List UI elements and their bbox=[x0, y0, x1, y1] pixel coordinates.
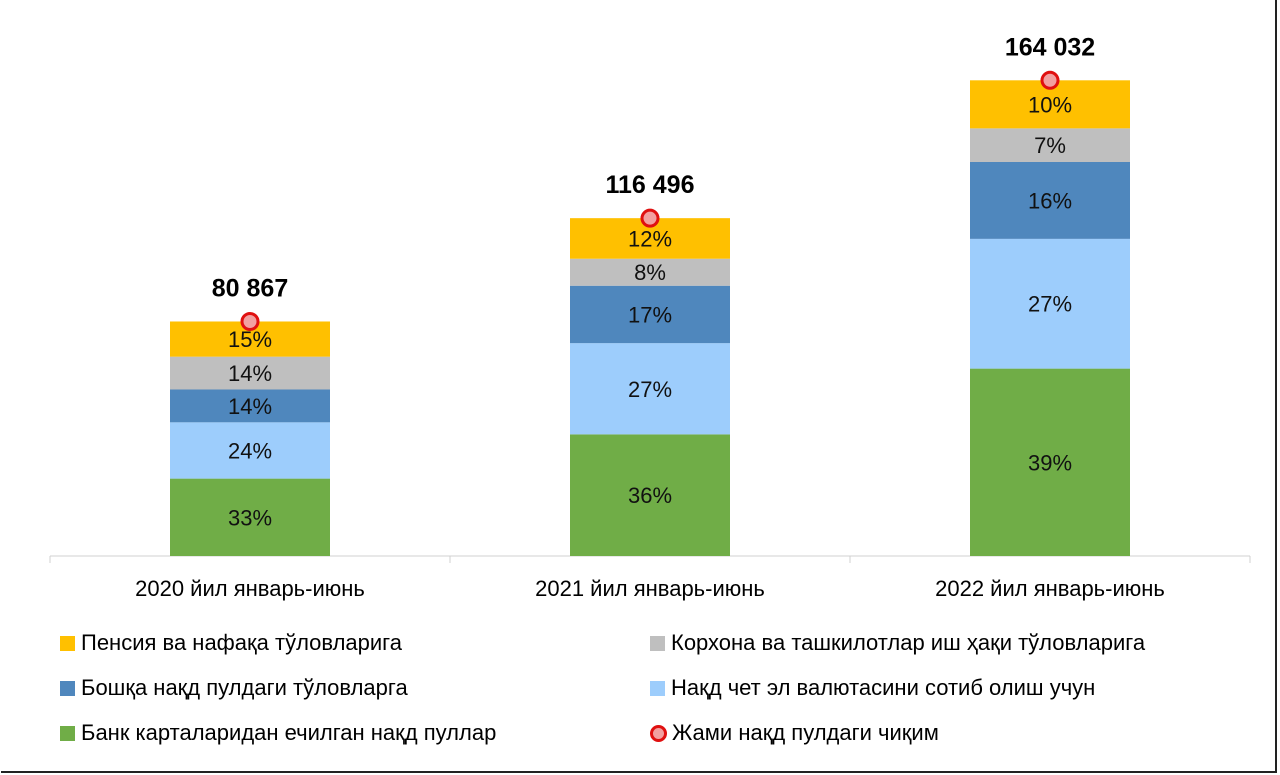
data-label-2-2: 16% bbox=[1028, 188, 1072, 213]
data-label-1-4: 12% bbox=[628, 226, 672, 251]
bar-segment-2-0 bbox=[970, 368, 1130, 556]
data-label-0-0: 33% bbox=[228, 505, 272, 530]
bar-segment-0-2 bbox=[170, 389, 330, 423]
legend-item-other-payments: Бошқа нақд пулдаги тўловларга bbox=[60, 675, 650, 701]
legend-item-card-withdrawals: Банк карталаридан ечилган нақд пуллар bbox=[60, 720, 650, 746]
bar-segment-1-1 bbox=[570, 343, 730, 435]
total-marker-2 bbox=[1040, 70, 1060, 90]
legend-item-pension: Пенсия ва нафақа тўловларига bbox=[60, 630, 650, 656]
bar-segment-1-2 bbox=[570, 285, 730, 344]
data-label-2-1: 27% bbox=[1028, 292, 1072, 317]
legend-swatch-card-withdrawals bbox=[60, 725, 75, 741]
legend-label-fx-purchase: Нақд чет эл валютасини сотиб олиш учун bbox=[671, 675, 1096, 700]
data-label-0-3: 14% bbox=[228, 361, 272, 386]
bar-segment-0-3 bbox=[170, 356, 330, 390]
bar-segment-0-1 bbox=[170, 422, 330, 479]
total-marker-0 bbox=[240, 311, 260, 331]
legend-item-fx-purchase: Нақд чет эл валютасини сотиб олиш учун bbox=[650, 675, 1250, 701]
bar-segment-2-3 bbox=[970, 128, 1130, 162]
category-label-1: 2021 йил январь-июнь bbox=[535, 576, 765, 601]
bar-segment-1-0 bbox=[570, 434, 730, 556]
legend-label-salary: Корхона ва ташкилотлар иш ҳақи тўловлари… bbox=[671, 630, 1146, 655]
legend-marker-total bbox=[650, 724, 667, 742]
legend-swatch-other-payments bbox=[60, 680, 75, 696]
data-label-1-2: 17% bbox=[628, 302, 672, 327]
legend-swatch-salary bbox=[650, 635, 665, 651]
data-label-1-1: 27% bbox=[628, 377, 672, 402]
bar-segment-1-3 bbox=[570, 258, 730, 286]
legend-label-other-payments: Бошқа нақд пулдаги тўловларга bbox=[81, 675, 408, 700]
bar-segment-2-2 bbox=[970, 161, 1130, 239]
legend-item-salary: Корхона ва ташкилотлар иш ҳақи тўловлари… bbox=[650, 630, 1250, 656]
total-label-1: 116 496 bbox=[606, 171, 695, 199]
data-label-2-4: 10% bbox=[1028, 92, 1072, 117]
total-label-2: 164 032 bbox=[1005, 33, 1095, 61]
data-label-2-0: 39% bbox=[1028, 450, 1072, 475]
category-label-0: 2020 йил январь-июнь bbox=[135, 576, 365, 601]
bar-segment-0-0 bbox=[170, 478, 330, 556]
legend-label-total: Жами нақд пулдаги чиқим bbox=[672, 720, 939, 745]
data-label-1-0: 36% bbox=[628, 483, 672, 508]
total-marker-1 bbox=[640, 208, 660, 228]
legend: Пенсия ва нафақа тўловларига Корхона ва … bbox=[60, 630, 1260, 746]
legend-swatch-pension bbox=[60, 635, 75, 651]
total-label-0: 80 867 bbox=[212, 274, 288, 302]
data-label-1-3: 8% bbox=[634, 260, 666, 285]
category-label-2: 2022 йил январь-июнь bbox=[935, 576, 1165, 601]
data-label-0-1: 24% bbox=[228, 438, 272, 463]
bar-segment-2-1 bbox=[970, 238, 1130, 369]
stacked-bar-chart: 33% 24% 14% 14% 15% 80 867 2020 йил январь-июн… bbox=[49, 33, 1251, 601]
data-label-2-3: 7% bbox=[1034, 133, 1066, 158]
legend-label-card-withdrawals: Банк карталаридан ечилган нақд пуллар bbox=[81, 720, 497, 745]
legend-item-total: Жами нақд пулдаги чиқим bbox=[650, 720, 1250, 746]
data-label-0-2: 14% bbox=[228, 394, 272, 419]
data-label-0-4: 15% bbox=[228, 327, 272, 352]
legend-label-pension: Пенсия ва нафақа тўловларига bbox=[81, 630, 402, 655]
legend-swatch-fx-purchase bbox=[650, 680, 665, 696]
